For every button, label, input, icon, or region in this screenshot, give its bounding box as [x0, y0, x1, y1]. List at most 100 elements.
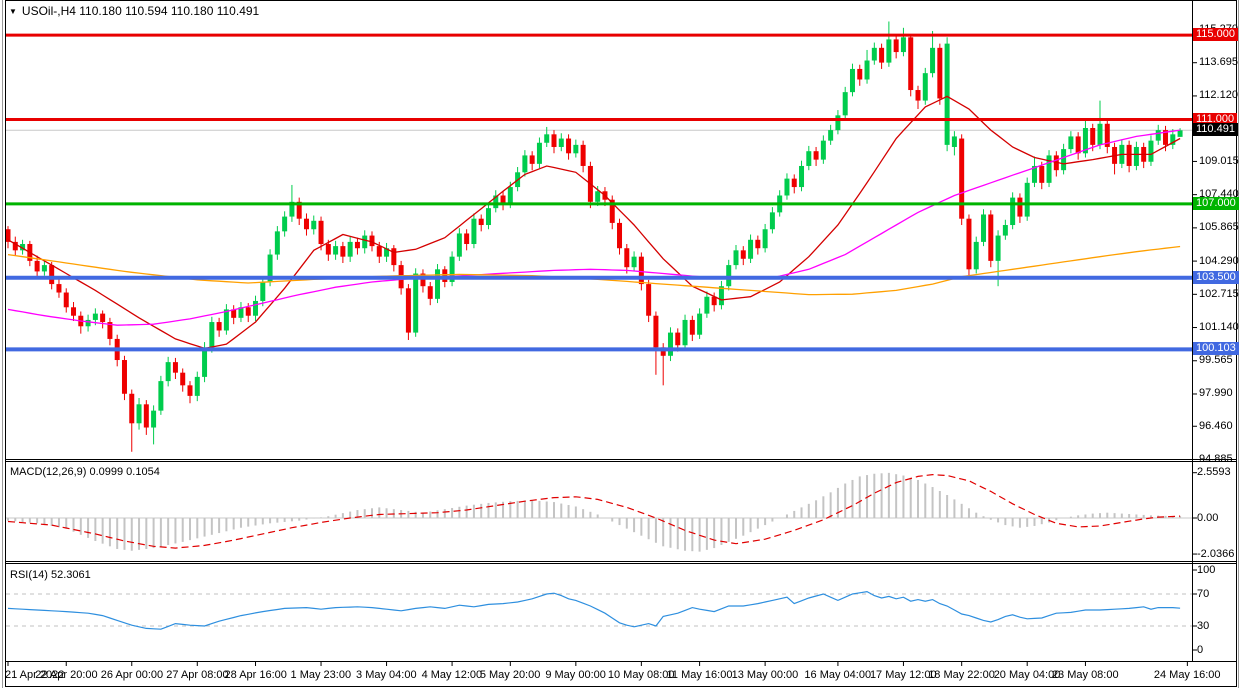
candle-body-bear	[405, 288, 411, 333]
rsi-line	[7, 590, 1181, 630]
candle-body-bear	[1104, 123, 1110, 147]
candle-body-bull	[267, 254, 273, 282]
candle-body-bull	[274, 231, 280, 255]
main-chart-pane[interactable]	[6, 1, 1192, 459]
candle-body-bear	[216, 322, 222, 331]
candle-body-bull	[1097, 123, 1103, 145]
candle-body-bull	[820, 140, 826, 160]
candle-body-bear	[609, 199, 615, 223]
time-tick-label: 16 May 04:00	[804, 669, 872, 681]
symbol-dropdown-icon[interactable]: ▼	[9, 7, 17, 16]
candle-body-bull	[333, 246, 339, 255]
candle-body-bear	[646, 284, 652, 316]
candle-body-bull	[886, 39, 892, 63]
candle-body-bull	[1133, 146, 1139, 166]
candle-body-bear	[915, 90, 921, 101]
macd-pane[interactable]	[6, 462, 1192, 561]
rsi-tick-label: 30	[1197, 619, 1210, 632]
candle-body-bull	[1002, 225, 1008, 236]
candle-body-bull	[260, 281, 266, 301]
candle-body-bear	[180, 372, 186, 386]
candle-body-bear	[937, 47, 943, 99]
candle-body-bear	[1090, 127, 1096, 145]
candle-body-bull	[667, 332, 673, 356]
candle-body-bull	[573, 144, 579, 154]
price-tick-label: 105.865	[1199, 221, 1239, 234]
candle-body-bear	[318, 220, 324, 245]
candle-body-bull	[238, 307, 244, 318]
candle-body-bear	[325, 244, 331, 255]
candle-body-bear	[1075, 136, 1081, 154]
candle-body-bull	[1170, 134, 1176, 145]
candle-body-bear	[143, 404, 149, 428]
candle-body-bear	[63, 292, 69, 308]
candle-body-bull	[1068, 136, 1074, 150]
candle-body-bull	[828, 130, 834, 141]
time-tick-label: 23 May 08:00	[1051, 669, 1119, 681]
candle-body-bull	[223, 309, 229, 331]
candle-body-bear	[624, 248, 630, 268]
candle-body-bull	[202, 347, 208, 377]
candle-body-bear	[340, 246, 346, 257]
candle-body-bear	[711, 296, 717, 306]
rsi-tick-label: 0	[1197, 643, 1204, 656]
time-tick-label: 22 Apr 20:00	[35, 669, 98, 681]
candle-body-bull	[595, 191, 601, 202]
candle-body-bull	[1082, 127, 1088, 154]
price-tick-label: 97.990	[1199, 387, 1233, 400]
candle-body-bull	[20, 244, 26, 251]
candle-body-bull	[1024, 182, 1030, 217]
candle-body-bull	[748, 239, 754, 259]
candle-body-bear	[689, 319, 695, 335]
chart-title: USOil-,H4 110.180 110.594 110.180 110.49…	[21, 4, 260, 18]
candle-body-bear	[675, 332, 681, 346]
candle-body-bear	[879, 47, 885, 63]
candle-body-bull	[136, 404, 142, 424]
candle-body-bear	[442, 269, 448, 282]
price-tick-label: 94.885	[1199, 452, 1233, 465]
candle-body-bull	[209, 322, 215, 348]
candle-body-bull	[493, 195, 499, 209]
candle-body-bull	[85, 319, 91, 327]
chart-title-bar: ▼ USOil-,H4 110.180 110.594 110.180 110.4…	[9, 4, 259, 18]
candle-body-bull	[835, 115, 841, 131]
candle-body-bull	[485, 208, 491, 226]
candle-body-bull	[522, 155, 528, 173]
candle-body-bear	[303, 218, 309, 230]
candle-body-bear	[1163, 130, 1169, 145]
macd-tick-label: 2.5593	[1197, 466, 1231, 479]
time-tick-label: 3 May 04:00	[356, 669, 417, 681]
rsi-pane[interactable]	[6, 564, 1192, 661]
candle-body-bear	[121, 360, 127, 394]
candle-body-bull	[944, 43, 950, 145]
candle-body-bull	[973, 241, 979, 270]
macd-tick-label: -2.0366	[1197, 547, 1235, 560]
candle-body-bear	[740, 250, 746, 259]
candle-body-bull	[799, 165, 805, 188]
level-price-badge: 115.000	[1193, 28, 1238, 42]
candle-body-bear	[129, 393, 135, 424]
candle-body-bull	[289, 201, 295, 217]
candle-body-bull	[471, 218, 477, 245]
time-tick-label: 4 May 12:00	[421, 669, 483, 681]
candle-body-bull	[922, 73, 928, 101]
candle-body-bull	[1148, 140, 1154, 162]
time-tick-label: 26 Apr 00:00	[100, 669, 164, 681]
price-tick-label: 109.015	[1199, 154, 1239, 167]
candle-body-bear	[660, 347, 666, 356]
time-tick-label: 10 May 08:00	[607, 669, 675, 681]
price-tick-label: 99.565	[1199, 354, 1233, 367]
candle-body-bear	[296, 201, 302, 219]
current-price-badge: 110.491	[1193, 123, 1238, 137]
candle-body-bull	[631, 256, 637, 268]
macd-indicator-label: MACD(12,26,9) 0.0999 0.1054	[10, 466, 160, 478]
rsi-tick-label: 100	[1197, 563, 1216, 576]
left-splitter[interactable]	[2, 0, 3, 688]
candle-body-bull	[362, 235, 368, 249]
candle-body-bear	[376, 246, 382, 257]
macd-signal-line	[7, 473, 1181, 549]
candle-body-bear	[529, 155, 535, 164]
candle-body-bear	[791, 178, 797, 188]
candle-body-bear	[988, 214, 994, 261]
